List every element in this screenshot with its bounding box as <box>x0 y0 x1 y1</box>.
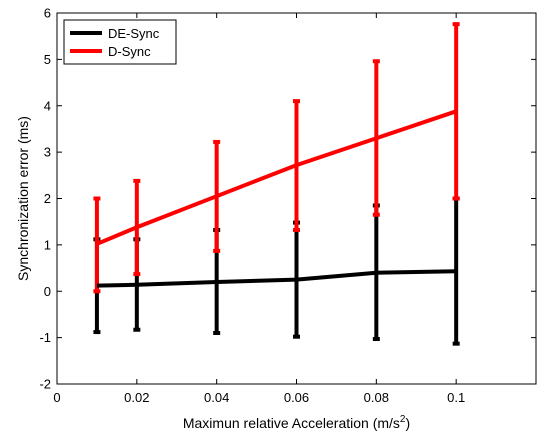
y-axis-ticks: -2 -1 0 1 2 3 4 5 6 <box>39 6 536 392</box>
legend: DE-Sync D-Sync <box>63 19 177 65</box>
x-tick-label: 0.04 <box>204 390 229 405</box>
error-bars <box>93 22 460 346</box>
series-lines <box>96 109 457 288</box>
legend-box <box>63 19 177 65</box>
y-tick-label: -2 <box>39 377 51 392</box>
x-axis-label: Maximun relative Acceleration (m/s2) <box>183 414 410 431</box>
y-tick-label: 1 <box>44 237 51 252</box>
x-tick-label: 0.1 <box>447 390 465 405</box>
series-line-1 <box>96 109 457 246</box>
y-tick-label: 6 <box>44 6 51 21</box>
y-axis-label: Synchronization error (ms) <box>15 116 31 281</box>
y-tick-label: 4 <box>44 98 51 113</box>
y-tick-label: -1 <box>39 330 51 345</box>
x-axis-label-suffix: ) <box>405 415 410 431</box>
y-tick-label: 0 <box>44 284 51 299</box>
y-tick-label: 3 <box>44 145 51 160</box>
legend-label-0: DE-Sync <box>108 26 160 41</box>
x-axis-label-main: Maximun relative Acceleration (m/s <box>183 415 400 431</box>
x-tick-label: 0.08 <box>364 390 389 405</box>
legend-label-1: D-Sync <box>108 44 151 59</box>
x-tick-label: 0.02 <box>124 390 149 405</box>
x-axis-label-superscript: 2 <box>400 414 406 425</box>
x-axis-ticks: 0 0.02 0.04 0.06 0.08 0.1 <box>53 13 465 405</box>
x-tick-label: 0.06 <box>284 390 309 405</box>
series-line-0 <box>96 269 457 288</box>
x-tick-label: 0 <box>53 390 60 405</box>
y-tick-label: 5 <box>44 52 51 67</box>
y-tick-label: 2 <box>44 191 51 206</box>
